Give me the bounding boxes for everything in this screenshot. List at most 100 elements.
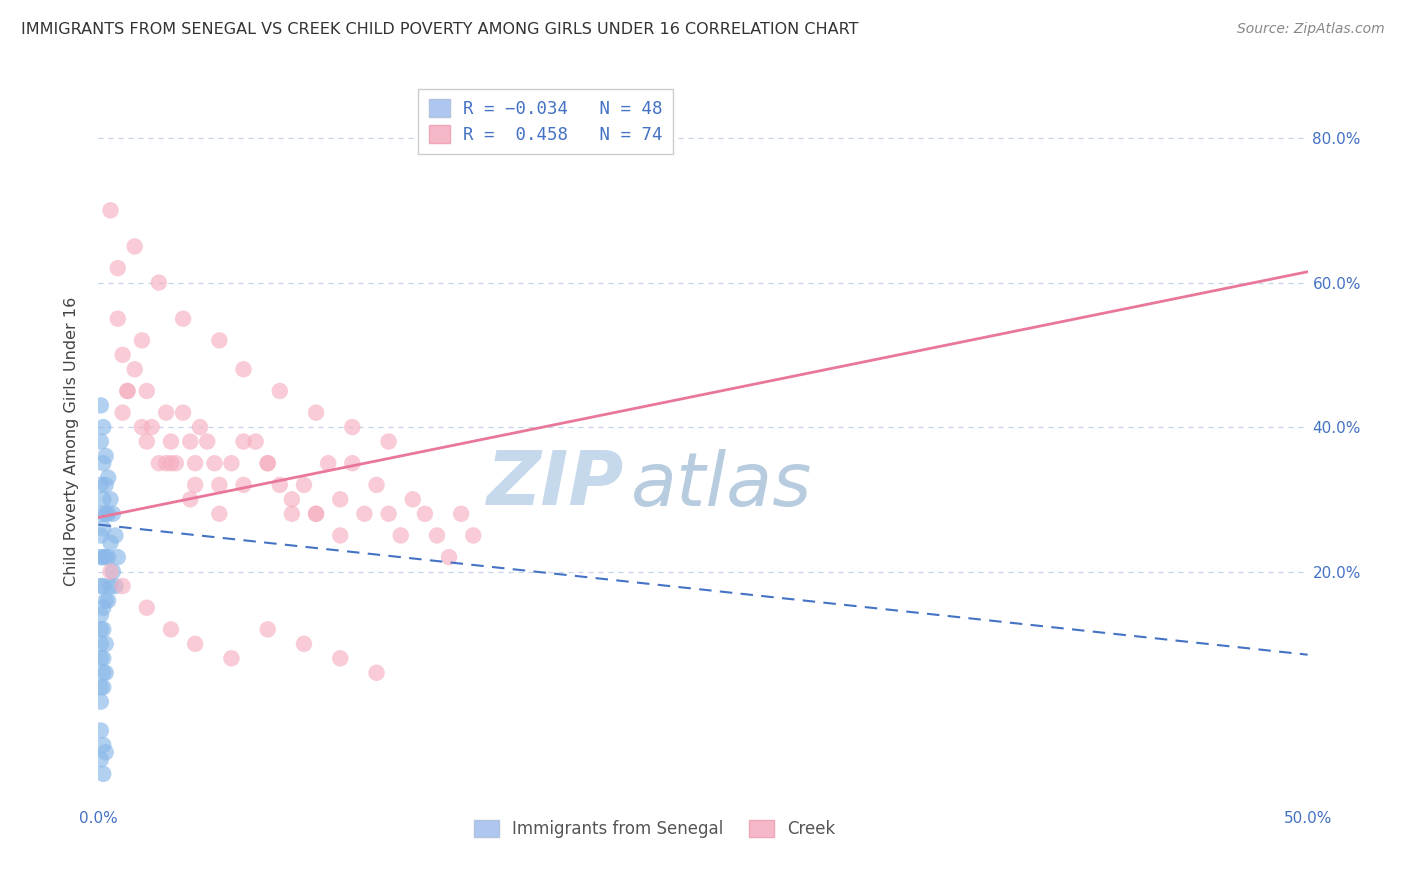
- Point: [366, 478, 388, 492]
- Point: [184, 456, 207, 470]
- Point: [256, 456, 278, 470]
- Point: [342, 456, 364, 470]
- Point: [91, 680, 114, 694]
- Point: [100, 579, 122, 593]
- Point: [90, 680, 112, 694]
- Point: [204, 456, 226, 470]
- Point: [90, 623, 112, 637]
- Point: [111, 579, 134, 593]
- Point: [329, 651, 352, 665]
- Point: [208, 334, 231, 348]
- Point: [256, 623, 278, 637]
- Y-axis label: Child Poverty Among Girls Under 16: Child Poverty Among Girls Under 16: [65, 297, 79, 586]
- Point: [256, 456, 278, 470]
- Point: [94, 449, 117, 463]
- Point: [94, 745, 117, 759]
- Point: [94, 550, 117, 565]
- Point: [100, 203, 122, 218]
- Point: [269, 478, 291, 492]
- Point: [402, 492, 425, 507]
- Point: [160, 623, 183, 637]
- Point: [94, 665, 117, 680]
- Point: [91, 550, 114, 565]
- Point: [160, 434, 183, 449]
- Point: [165, 456, 187, 470]
- Legend: Immigrants from Senegal, Creek: Immigrants from Senegal, Creek: [467, 814, 842, 845]
- Point: [155, 406, 177, 420]
- Point: [94, 507, 117, 521]
- Point: [91, 623, 114, 637]
- Point: [91, 579, 114, 593]
- Point: [221, 456, 243, 470]
- Point: [91, 492, 114, 507]
- Point: [342, 420, 364, 434]
- Point: [353, 507, 375, 521]
- Point: [148, 456, 170, 470]
- Point: [91, 456, 114, 470]
- Point: [329, 528, 352, 542]
- Point: [94, 478, 117, 492]
- Point: [208, 478, 231, 492]
- Point: [148, 276, 170, 290]
- Point: [97, 550, 120, 565]
- Point: [101, 565, 124, 579]
- Point: [437, 550, 460, 565]
- Point: [366, 665, 388, 680]
- Point: [184, 637, 207, 651]
- Point: [107, 311, 129, 326]
- Point: [91, 521, 114, 535]
- Point: [124, 362, 146, 376]
- Point: [97, 507, 120, 521]
- Point: [232, 362, 254, 376]
- Point: [179, 434, 201, 449]
- Point: [463, 528, 485, 542]
- Text: ZIP: ZIP: [486, 449, 624, 522]
- Point: [90, 752, 112, 766]
- Point: [100, 535, 122, 549]
- Point: [188, 420, 211, 434]
- Point: [131, 334, 153, 348]
- Point: [195, 434, 218, 449]
- Point: [172, 311, 194, 326]
- Point: [91, 600, 114, 615]
- Point: [135, 434, 157, 449]
- Point: [90, 695, 112, 709]
- Point: [90, 550, 112, 565]
- Text: IMMIGRANTS FROM SENEGAL VS CREEK CHILD POVERTY AMONG GIRLS UNDER 16 CORRELATION : IMMIGRANTS FROM SENEGAL VS CREEK CHILD P…: [21, 22, 859, 37]
- Point: [100, 565, 122, 579]
- Point: [413, 507, 436, 521]
- Point: [94, 637, 117, 651]
- Point: [232, 478, 254, 492]
- Point: [305, 406, 328, 420]
- Point: [104, 579, 127, 593]
- Point: [100, 492, 122, 507]
- Point: [179, 492, 201, 507]
- Point: [389, 528, 412, 542]
- Point: [450, 507, 472, 521]
- Point: [90, 434, 112, 449]
- Point: [90, 651, 112, 665]
- Text: Source: ZipAtlas.com: Source: ZipAtlas.com: [1237, 22, 1385, 37]
- Point: [305, 507, 328, 521]
- Point: [107, 261, 129, 276]
- Point: [90, 528, 112, 542]
- Point: [245, 434, 267, 449]
- Point: [91, 420, 114, 434]
- Point: [269, 384, 291, 398]
- Point: [329, 492, 352, 507]
- Point: [90, 637, 112, 651]
- Point: [377, 434, 399, 449]
- Point: [281, 492, 304, 507]
- Point: [281, 507, 304, 521]
- Point: [90, 507, 112, 521]
- Point: [111, 348, 134, 362]
- Point: [91, 767, 114, 781]
- Point: [101, 507, 124, 521]
- Point: [426, 528, 449, 542]
- Point: [184, 478, 207, 492]
- Text: atlas: atlas: [630, 449, 811, 521]
- Point: [172, 406, 194, 420]
- Point: [104, 528, 127, 542]
- Point: [305, 507, 328, 521]
- Point: [90, 398, 112, 412]
